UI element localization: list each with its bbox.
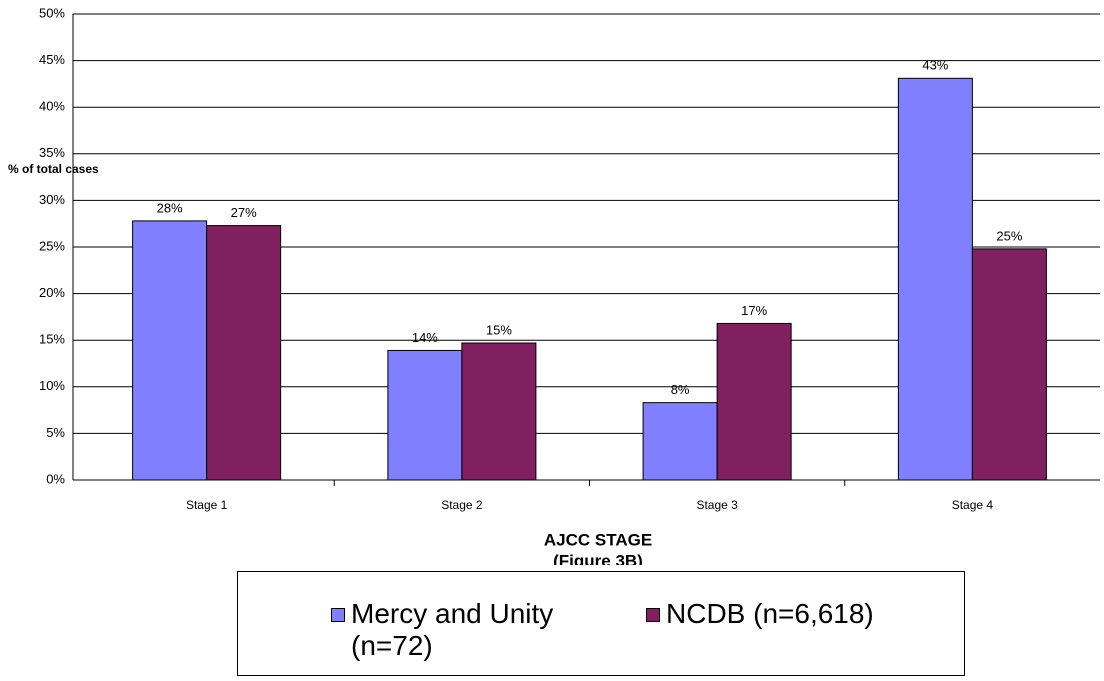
bar	[897, 77, 973, 481]
y-tick-label: 40%	[39, 99, 65, 114]
legend-label: NCDB (n=6,618)	[666, 598, 874, 629]
data-label: 17%	[741, 303, 767, 318]
data-label: 43%	[922, 58, 948, 73]
y-tick-label: 10%	[39, 378, 65, 393]
data-label: 25%	[996, 228, 1022, 243]
legend: Mercy and Unity (n=72) NCDB (n=6,618)	[237, 571, 965, 676]
data-label: 27%	[231, 205, 257, 220]
x-tick-label: Stage 1	[186, 498, 228, 512]
bar	[642, 402, 718, 481]
legend-label: Mercy and Unity (n=72)	[351, 598, 554, 661]
y-axis-label: % of total cases	[8, 162, 99, 176]
y-tick-label: 20%	[39, 285, 65, 300]
y-tick-label: 15%	[39, 332, 65, 347]
caption: (Figure 3B)	[553, 551, 643, 565]
legend-swatch	[646, 608, 660, 622]
bar	[461, 342, 537, 481]
bar	[387, 349, 463, 481]
y-tick-label: 25%	[39, 238, 65, 253]
x-tick-label: Stage 2	[441, 498, 483, 512]
data-label: 14%	[412, 330, 438, 345]
bar	[716, 322, 792, 481]
bar	[206, 225, 282, 481]
chart: % of total cases AJCC STAGE (Figure 3B) …	[8, 5, 1100, 570]
y-tick-label: 5%	[46, 425, 65, 440]
y-tick-label: 50%	[39, 5, 65, 20]
legend-swatch	[331, 608, 345, 622]
bar	[132, 220, 208, 481]
x-tick-label: Stage 4	[952, 498, 994, 512]
x-tick-label: Stage 3	[696, 498, 738, 512]
y-tick-label: 35%	[39, 145, 65, 160]
bar	[971, 248, 1047, 481]
data-label: 8%	[671, 382, 690, 397]
y-tick-label: 30%	[39, 192, 65, 207]
data-label: 28%	[157, 200, 183, 215]
y-tick-label: 45%	[39, 52, 65, 67]
x-axis-label: AJCC STAGE	[544, 530, 652, 549]
y-tick-label: 0%	[46, 471, 65, 486]
data-label: 15%	[486, 322, 512, 337]
